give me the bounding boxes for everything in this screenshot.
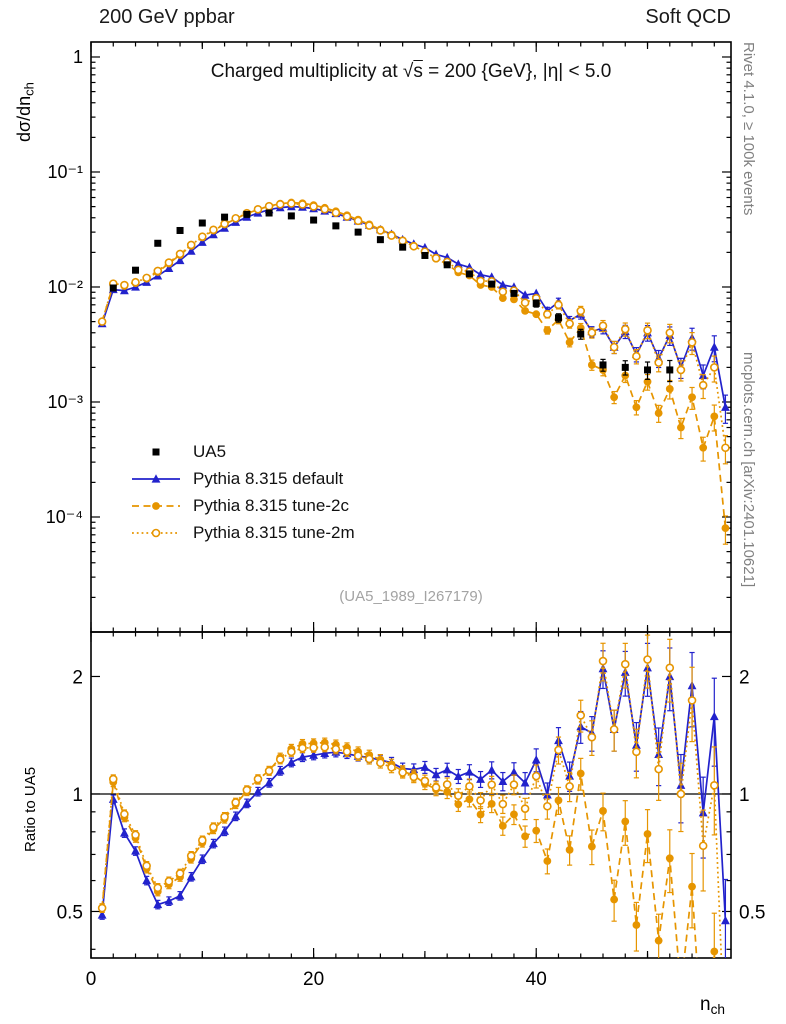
legend: UA5 Pythia 8.315 default Pythia 8.315 tune… bbox=[130, 438, 355, 546]
beam-energy-header: 200 GeV ppbar bbox=[99, 6, 235, 28]
axis-tick-labels: 110⁻¹10⁻²10⁻³10⁻⁴0.5 0.51 12 20 20 40 bbox=[46, 47, 766, 990]
legend-marker-circle bbox=[132, 501, 180, 510]
svg-text:1: 1 bbox=[73, 47, 83, 67]
mcplots-attribution-note: mcplots.cern.ch [arXiv:2401.10621] bbox=[740, 352, 757, 588]
rivet-version-note: Rivet 4.1.0, ≥ 100k events bbox=[740, 42, 757, 216]
plot-title-post: = 200 {GeV}, |η| < 5.0 bbox=[422, 61, 612, 82]
series-tune2m-main bbox=[97, 199, 730, 465]
y-axis-label-top: dσ/dnch bbox=[14, 82, 37, 142]
svg-text:10⁻¹: 10⁻¹ bbox=[47, 162, 83, 182]
svg-text:1: 1 bbox=[739, 785, 750, 806]
legend-marker-circle-open bbox=[132, 528, 180, 537]
legend-label-ua5: UA5 bbox=[193, 441, 227, 461]
svg-text:40: 40 bbox=[526, 969, 547, 990]
series-tune2m-ratio bbox=[97, 634, 723, 958]
series-ua5-main bbox=[109, 209, 674, 383]
legend-label-default: Pythia 8.315 default bbox=[193, 468, 344, 488]
plot-title-sqrt-arg: s bbox=[413, 61, 423, 82]
legend-item-tune2m: Pythia 8.315 tune-2m bbox=[130, 519, 355, 546]
legend-item-default: Pythia 8.315 default bbox=[130, 465, 355, 492]
svg-text:10⁻³: 10⁻³ bbox=[47, 392, 83, 412]
axes-frame bbox=[90, 41, 732, 959]
y-axis-label-top-sub: ch bbox=[21, 82, 37, 96]
plot-title-pre: Charged multiplicity at √ bbox=[210, 61, 414, 82]
legend-label-tune2c: Pythia 8.315 tune-2c bbox=[193, 495, 349, 515]
y-axis-label-ratio: Ratio to UA5 bbox=[22, 766, 39, 852]
svg-text:1: 1 bbox=[72, 785, 83, 806]
legend-item-tune2c: Pythia 8.315 tune-2c bbox=[130, 492, 355, 519]
svg-text:10⁻²: 10⁻² bbox=[47, 277, 83, 297]
legend-marker-triangle bbox=[132, 473, 180, 483]
legend-label-tune2m: Pythia 8.315 tune-2m bbox=[193, 522, 355, 542]
series-default-main bbox=[97, 201, 730, 424]
x-axis-label: nch bbox=[700, 994, 725, 1017]
legend-item-ua5: UA5 bbox=[130, 438, 355, 465]
svg-text:2: 2 bbox=[72, 667, 83, 688]
x-axis-label-sub: ch bbox=[710, 1001, 726, 1017]
svg-text:10⁻⁴: 10⁻⁴ bbox=[46, 507, 83, 527]
svg-text:2: 2 bbox=[739, 667, 750, 688]
plot-title: Charged multiplicity at √s = 200 {GeV}, … bbox=[91, 61, 731, 83]
legend-marker-square bbox=[152, 448, 160, 455]
y-axis-label-top-main: dσ/dn bbox=[14, 95, 34, 142]
analysis-id-watermark: (UA5_1989_I267179) bbox=[339, 588, 483, 605]
svg-text:0.5: 0.5 bbox=[57, 902, 83, 923]
svg-text:20: 20 bbox=[303, 969, 324, 990]
svg-text:0: 0 bbox=[86, 969, 97, 990]
svg-text:0.5: 0.5 bbox=[739, 902, 765, 923]
x-axis-label-main: n bbox=[700, 994, 711, 1015]
process-group-header: Soft QCD bbox=[645, 6, 731, 28]
